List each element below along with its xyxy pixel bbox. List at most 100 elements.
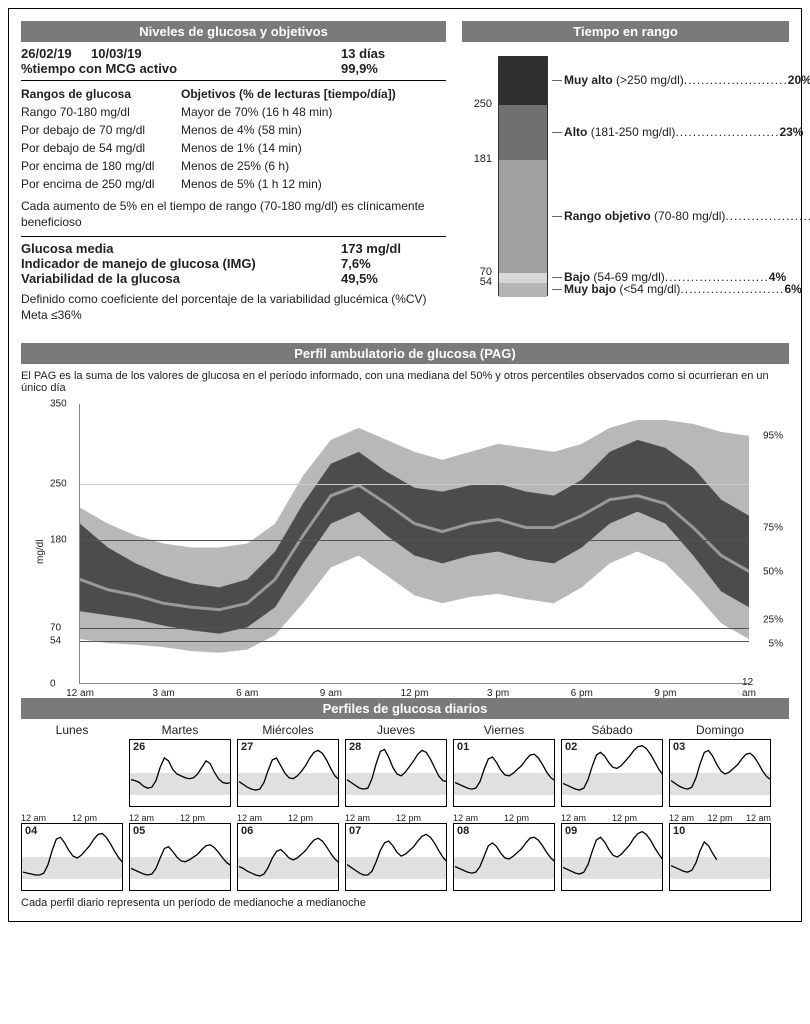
pag-desc: El PAG es la suma de los valores de gluc… bbox=[21, 370, 789, 394]
active-value: 99,9% bbox=[341, 61, 378, 76]
pag-chart: 3502501807054095%75%50%25%5%12 am3 am6 a… bbox=[79, 404, 749, 684]
pag-ytick: 54 bbox=[50, 636, 61, 647]
ranges-hdr-right: Objetivos (% de lecturas [tiempo/día]) bbox=[181, 85, 446, 103]
tir-seg-high bbox=[499, 105, 547, 160]
levels-title: Niveles de glucosa y objetivos bbox=[21, 21, 446, 42]
daily-cell: 27 bbox=[237, 739, 339, 807]
date-start: 26/02/19 bbox=[21, 46, 91, 61]
daily-cell: 26 bbox=[129, 739, 231, 807]
tir-tick: 54 bbox=[480, 276, 492, 288]
metrics-def: Definido como coeficiente del porcentaje… bbox=[21, 292, 446, 323]
pag-xtick: 6 pm bbox=[571, 688, 593, 699]
tir-seg-very-high bbox=[499, 57, 547, 105]
daily-cell: 28 bbox=[345, 739, 447, 807]
range-label: Por encima de 250 mg/dl bbox=[21, 175, 181, 193]
active-label: %tiempo con MCG activo bbox=[21, 61, 341, 76]
tir-tick: 181 bbox=[474, 153, 492, 165]
pag-pct-label: 50% bbox=[763, 567, 783, 578]
day-header: Sábado bbox=[561, 723, 663, 737]
tir-label-very-high: Muy alto (>250 mg/dl)...................… bbox=[564, 73, 789, 87]
metric-label: Variabilidad de la glucosa bbox=[21, 271, 341, 286]
day-time-labels: 12 am12 pm bbox=[345, 813, 447, 823]
tir-panel: Tiempo en rango 2501817054 Muy alto (>25… bbox=[462, 21, 789, 329]
range-target: Menos de 4% (58 min) bbox=[181, 121, 446, 139]
daily-row-1: 262728010203 bbox=[21, 739, 789, 807]
tir-tick-labels: 2501817054 bbox=[462, 56, 498, 296]
daily-line bbox=[239, 839, 339, 877]
metric-label: Indicador de manejo de glucosa (IMG) bbox=[21, 256, 341, 271]
tir-label-very-low: Muy bajo (<54 mg/dl)....................… bbox=[564, 282, 789, 296]
pag-title: Perfil ambulatorio de glucosa (PAG) bbox=[21, 343, 789, 364]
pag-ytick: 250 bbox=[50, 479, 67, 490]
day-time-labels: 12 am12 pm bbox=[21, 813, 123, 823]
tir-seg-low bbox=[499, 273, 547, 283]
metric-value: 7,6% bbox=[341, 256, 371, 271]
daily-line bbox=[23, 834, 123, 875]
daily-cell: 08 bbox=[453, 823, 555, 891]
tir-labels: Muy alto (>250 mg/dl)...................… bbox=[548, 56, 789, 296]
pag-pct-label: 95% bbox=[763, 431, 783, 442]
daily-cell: 04 bbox=[21, 823, 123, 891]
metric-value: 49,5% bbox=[341, 271, 378, 286]
day-header: Jueves bbox=[345, 723, 447, 737]
pag-xtick: 9 am bbox=[320, 688, 342, 699]
pag-pct-label: 75% bbox=[763, 523, 783, 534]
tir-label-target: Rango objetivo (70-80 mg/dl)............… bbox=[564, 209, 789, 223]
daily-line bbox=[131, 758, 231, 788]
ranges-note: Cada aumento de 5% en el tiempo de rango… bbox=[21, 199, 446, 230]
daily-cell: 09 bbox=[561, 823, 663, 891]
daily-row-2: 12 am12 pm0412 am12 pm0512 am12 pm0612 a… bbox=[21, 813, 789, 891]
day-time-labels: 12 am12 pm bbox=[561, 813, 663, 823]
days-count: 13 días bbox=[341, 46, 385, 61]
levels-panel: Niveles de glucosa y objetivos 26/02/19 … bbox=[21, 21, 446, 329]
tir-label-high: Alto (181-250 mg/dl)....................… bbox=[564, 125, 789, 139]
pag-xtick: 3 am bbox=[153, 688, 175, 699]
pag-xtick: 9 pm bbox=[654, 688, 676, 699]
daily-line bbox=[671, 751, 771, 790]
daily-line bbox=[563, 832, 663, 874]
pag-pct-label: 5% bbox=[769, 639, 783, 650]
tir-bar bbox=[498, 56, 548, 296]
tir-title: Tiempo en rango bbox=[462, 21, 789, 42]
pag-xtick: 6 am bbox=[236, 688, 258, 699]
day-time-labels: 12 am12 pm bbox=[129, 813, 231, 823]
pag-ytick: 350 bbox=[50, 399, 67, 410]
day-header: Martes bbox=[129, 723, 231, 737]
daily-line bbox=[671, 842, 717, 872]
day-time-labels: 12 am12 pm12 am bbox=[669, 813, 771, 823]
daily-cell: 05 bbox=[129, 823, 231, 891]
daily-line bbox=[239, 751, 339, 791]
range-target: Mayor de 70% (16 h 48 min) bbox=[181, 103, 446, 121]
pag-ytick: 70 bbox=[50, 623, 61, 634]
day-header: Miércoles bbox=[237, 723, 339, 737]
range-target: Menos de 5% (1 h 12 min) bbox=[181, 175, 446, 193]
pag-xtick: 12 am bbox=[742, 677, 756, 699]
daily-cell: 06 bbox=[237, 823, 339, 891]
daily-line bbox=[347, 835, 447, 876]
daily-line bbox=[455, 838, 555, 874]
daily-cell: 02 bbox=[561, 739, 663, 807]
date-end: 10/03/19 bbox=[91, 46, 341, 61]
daily-cell: 03 bbox=[669, 739, 771, 807]
pag-xtick: 12 am bbox=[66, 688, 94, 699]
range-label: Por debajo de 54 mg/dl bbox=[21, 139, 181, 157]
daily-line bbox=[131, 845, 231, 875]
daily-cell: 10 bbox=[669, 823, 771, 891]
tir-seg-very-low bbox=[499, 283, 547, 297]
daily-headers: LunesMartesMiércolesJuevesViernesSábadoD… bbox=[21, 723, 789, 737]
day-header: Viernes bbox=[453, 723, 555, 737]
pag-panel: Perfil ambulatorio de glucosa (PAG) El P… bbox=[21, 343, 789, 684]
range-label: Por encima de 180 mg/dl bbox=[21, 157, 181, 175]
day-header: Domingo bbox=[669, 723, 771, 737]
metrics-table: Glucosa media173 mg/dlIndicador de manej… bbox=[21, 241, 446, 286]
tir-tick: 250 bbox=[474, 98, 492, 110]
range-label: Rango 70-180 mg/dl bbox=[21, 103, 181, 121]
pag-ytick: 0 bbox=[50, 679, 56, 690]
pag-ylabel: mg/dl bbox=[35, 540, 46, 564]
pag-pct-label: 25% bbox=[763, 615, 783, 626]
daily-line bbox=[455, 755, 555, 790]
tir-seg-target bbox=[499, 160, 547, 273]
pag-ytick: 180 bbox=[50, 535, 67, 546]
ranges-table: Rangos de glucosa Objetivos (% de lectur… bbox=[21, 85, 446, 193]
pag-xtick: 3 pm bbox=[487, 688, 509, 699]
